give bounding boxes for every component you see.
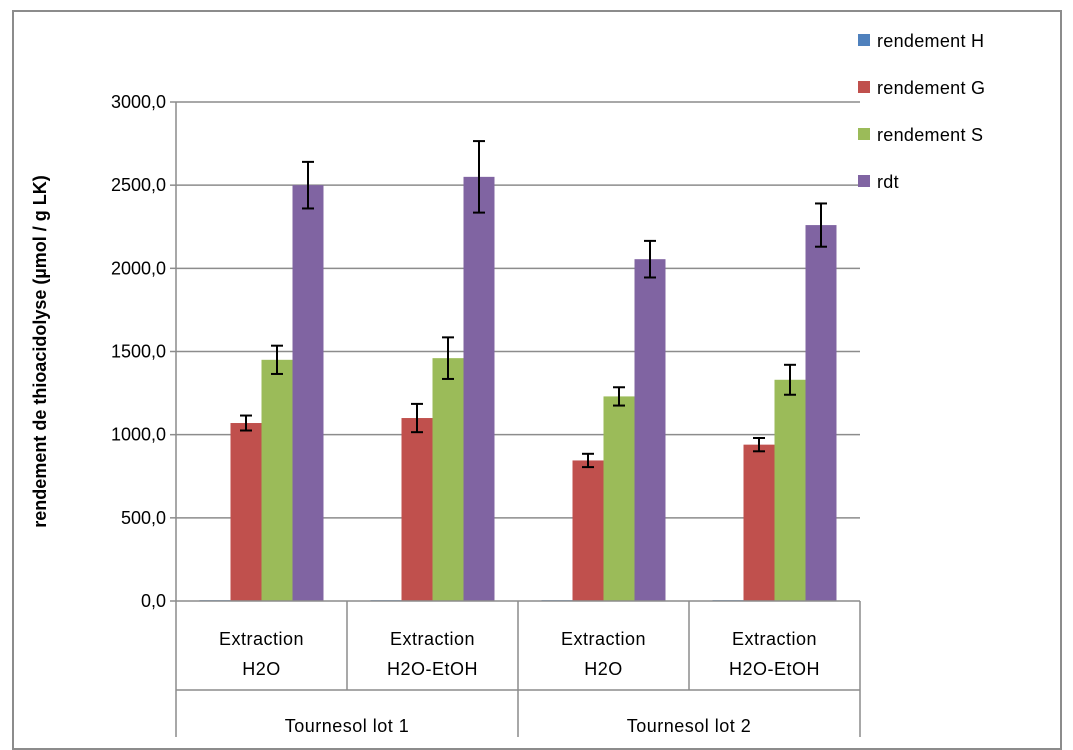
y-axis-label: rendement de thioacidolyse (µmol / g LK) [30,175,50,527]
y-tick-label: 500,0 [121,508,166,528]
x-category-label: Extraction [732,629,817,649]
bar [432,358,464,601]
bar [805,225,837,601]
x-category-label: H2O [242,659,281,679]
x-group-label: Tournesol lot 2 [627,716,752,736]
error-bars [240,140,827,469]
x-category-labels: Extraction H2O Extraction H2O-EtOH Extractio… [219,629,820,679]
x-category-label: Extraction [390,629,475,649]
axes [170,101,861,737]
legend-label: rendement S [877,125,983,145]
bar [261,359,293,601]
legend-label: rdt [877,172,899,192]
y-tick-label: 2000,0 [111,258,166,278]
bar [603,396,635,601]
y-tick-label: 0,0 [141,591,166,611]
y-tick-label: 3000,0 [111,92,166,112]
legend-label: rendement H [877,31,984,51]
bar [230,423,262,601]
y-tick-label: 1000,0 [111,425,166,445]
legend-swatch [858,81,870,93]
legend-swatch [858,175,870,187]
x-category-label: Extraction [219,629,304,649]
chart-frame [12,10,1062,750]
y-tick-label: 2500,0 [111,175,166,195]
y-tick-label: 1500,0 [111,342,166,362]
bar [743,444,775,601]
bar [634,259,666,601]
x-group-labels: Tournesol lot 1 Tournesol lot 2 [285,716,752,736]
legend-swatch [858,128,870,140]
legend-label: rendement G [877,78,985,98]
bar [463,176,495,601]
x-group-label: Tournesol lot 1 [285,716,410,736]
bars [199,176,837,602]
legend: rendement H rendement G rendement S rdt [858,31,985,192]
x-category-label: Extraction [561,629,646,649]
x-category-label: H2O-EtOH [387,659,478,679]
bar [292,185,324,601]
y-tick-labels: 0,0 500,0 1000,0 1500,0 2000,0 2500,0 3000,0 [111,92,166,611]
x-category-label: H2O-EtOH [729,659,820,679]
bar [774,379,806,601]
legend-swatch [858,34,870,46]
bar [572,460,604,601]
x-category-label: H2O [584,659,623,679]
bar [401,418,433,601]
